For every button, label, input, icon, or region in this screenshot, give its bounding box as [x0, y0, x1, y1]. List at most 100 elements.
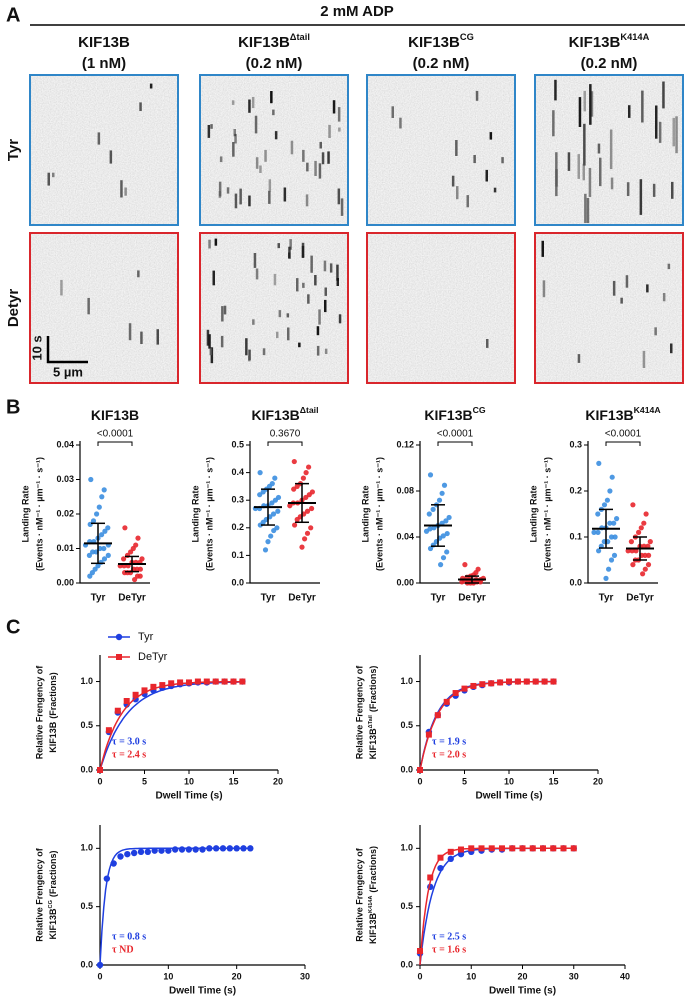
kymograph-streak [318, 309, 321, 325]
kymograph-streak [207, 125, 211, 138]
kymograph-streak [391, 106, 394, 118]
x-tick-label: Tyr [599, 593, 614, 604]
y-tick-label: 0.2 [231, 522, 244, 532]
data-point [212, 678, 219, 685]
column-concentration: (0.2 nM) [581, 55, 638, 72]
kymograph-streak [251, 96, 255, 108]
kymograph-frame [534, 232, 684, 384]
x-tick-label: 20 [232, 971, 242, 981]
y-tick-label: 1.0 [400, 843, 413, 853]
data-point [226, 845, 234, 852]
kymograph-streak [254, 115, 258, 134]
kymograph-streak [493, 187, 497, 193]
data-point [275, 508, 281, 514]
kymograph-streak [473, 155, 476, 164]
fit-curve [419, 680, 554, 771]
data-point [417, 948, 423, 954]
data-point [114, 707, 121, 714]
data-point [257, 522, 263, 528]
data-point [462, 562, 468, 568]
kymograph-streak [290, 140, 294, 155]
y-tick-label: 0.08 [396, 485, 414, 495]
data-point [122, 525, 128, 531]
kymograph-streak [232, 142, 235, 157]
y-tick-label: 0.0 [400, 764, 413, 774]
y-tick-label: 0.1 [231, 550, 244, 560]
kymograph-streak [277, 243, 280, 249]
y-axis-label-unit: (Fractions) [48, 851, 58, 898]
column-title: KIF13BΔtail [238, 32, 310, 51]
data-point [178, 846, 186, 853]
data-point [645, 562, 652, 568]
legend-marker [116, 654, 122, 660]
kymograph-streak [302, 282, 305, 288]
kymograph-streak [486, 339, 489, 348]
kymograph-streak [626, 182, 630, 196]
data-point [509, 845, 516, 852]
kymograph-streak [149, 83, 153, 89]
kymograph-streak [667, 263, 671, 270]
tau-label: τ = 1.9 s [432, 736, 466, 747]
data-point [603, 575, 609, 582]
kymograph-streak [137, 270, 140, 278]
kymograph [535, 75, 683, 225]
y-axis-label: (Events · nM⁻¹ · µm⁻¹ · s⁻¹) [542, 457, 552, 571]
y-axis-label-base: KIF13B [368, 912, 378, 944]
data-point [128, 549, 134, 555]
data-point [105, 525, 111, 531]
y-axis-label: Landing Rate [360, 485, 370, 542]
scale-bar-length: 5 µm [53, 364, 83, 379]
data-point [122, 570, 128, 576]
chart-title-base: KIF13B [252, 407, 300, 423]
data-point [105, 552, 111, 559]
column-title-base: KIF13B [569, 34, 621, 51]
kymograph-streak [255, 157, 259, 169]
data-point [177, 679, 184, 686]
data-point [158, 847, 165, 854]
p-value: <0.0001 [437, 429, 474, 440]
data-point [519, 845, 526, 852]
data-point [444, 530, 450, 537]
kymograph-streak [223, 305, 227, 315]
kymograph-streak [278, 310, 282, 318]
data-point [443, 518, 449, 524]
kymograph-streak [670, 343, 673, 354]
data-point [461, 685, 468, 692]
kymograph-streak [671, 181, 674, 199]
significance-bracket [267, 441, 303, 446]
data-point [90, 518, 97, 524]
data-point [102, 528, 108, 534]
data-point [499, 845, 505, 852]
kymograph-streak [218, 191, 222, 199]
data-point [541, 678, 548, 685]
y-tick-label: 0.1 [569, 531, 582, 541]
x-tick-label: 5 [142, 776, 147, 786]
y-tick-label: 1.0 [80, 843, 93, 853]
significance-bracket [437, 441, 473, 446]
tau-label: τ = 3.0 s [112, 736, 146, 747]
data-point [606, 566, 612, 572]
kymograph-streak [323, 260, 327, 272]
data-point [257, 470, 263, 476]
kymograph-streak [586, 198, 590, 223]
kymograph-streak [588, 168, 592, 197]
y-axis-label: KIF13B (Fractions) [48, 672, 58, 753]
kymograph-streak [252, 319, 255, 325]
x-tick-label: Tyr [431, 593, 446, 604]
y-axis-label: Relative Frengency of [34, 847, 44, 942]
data-point [607, 488, 613, 494]
kymograph-streak [542, 280, 546, 298]
y-axis-label-unit: (Fractions) [48, 672, 58, 719]
data-point [309, 505, 315, 512]
data-point [265, 539, 271, 545]
data-point [437, 854, 444, 861]
kymograph-streak [268, 179, 272, 192]
data-point [641, 520, 647, 526]
data-point [611, 520, 617, 526]
data-point [304, 508, 311, 514]
y-tick-label: 0.0 [80, 764, 93, 774]
tau-label: τ = 0.8 s [112, 931, 146, 942]
y-tick-label: 1.0 [80, 676, 93, 686]
data-point [479, 681, 486, 688]
kymograph-streak [612, 280, 616, 296]
